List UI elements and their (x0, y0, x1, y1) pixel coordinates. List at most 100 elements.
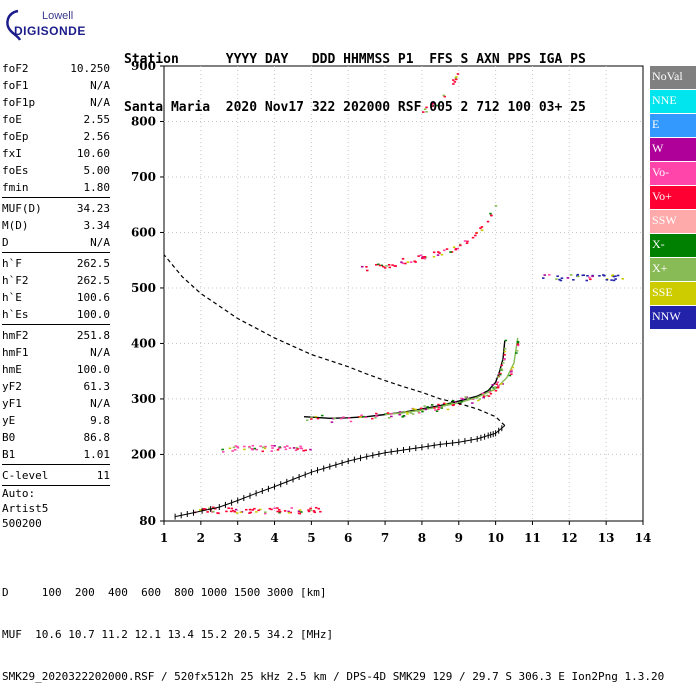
param-row: B0 86.8 (2, 429, 110, 446)
echo-point (542, 277, 545, 279)
echo-point (503, 358, 506, 361)
param-row: MUF(D) 34.23 (2, 200, 110, 217)
echo-point (233, 510, 237, 513)
echo-point (248, 445, 251, 448)
echo-point (361, 265, 364, 268)
param-value: 1.01 (83, 448, 111, 461)
y-tick-label: 700 (131, 170, 156, 184)
echo-point (511, 366, 515, 369)
echo-point (375, 412, 378, 415)
echo-point (516, 340, 520, 343)
echo-point (610, 279, 613, 281)
echo-point (423, 256, 426, 258)
echo-point (312, 510, 316, 512)
echo-point (510, 371, 513, 373)
echo-point (283, 446, 286, 448)
echo-point (471, 236, 475, 239)
echo-point (309, 509, 313, 512)
echo-point (560, 277, 564, 279)
param-label: B1 (2, 448, 16, 461)
y-tick-label: 900 (131, 59, 156, 73)
echo-point (435, 410, 439, 412)
y-tick-label: 800 (131, 114, 156, 128)
echo-point (250, 448, 254, 450)
echo-point (515, 350, 519, 352)
param-separator (2, 485, 110, 486)
echo-point (234, 508, 238, 511)
param-row: h`F2 262.5 (2, 272, 110, 289)
param-row: h`F 262.5 (2, 255, 110, 272)
param-row: fxI 10.60 (2, 145, 110, 162)
echo-point (270, 450, 273, 452)
echo-point (248, 446, 251, 449)
echo-point (437, 403, 440, 406)
echo-point (548, 274, 551, 276)
echo-point (492, 387, 495, 389)
param-row: hmE 100.0 (2, 361, 110, 378)
footer-muf-row: MUF 10.6 10.7 11.2 12.1 13.4 15.2 20.5 3… (2, 628, 334, 641)
echo-point (391, 264, 394, 266)
x-axis: 1 2 3 4 5 6 7 8 9 10 11 12 13 14 (160, 521, 651, 545)
x-tick-label: 3 (234, 531, 242, 545)
param-value: 9.8 (90, 414, 110, 427)
echo-point (349, 420, 353, 423)
echo-point (499, 372, 502, 375)
echo-point (230, 507, 234, 510)
echo-point (419, 254, 423, 257)
echo-point (232, 446, 236, 449)
echo-point (342, 416, 345, 418)
echo-point (417, 410, 420, 413)
echo-point (245, 508, 248, 511)
echo-point (424, 408, 427, 411)
echo-point (409, 412, 413, 414)
echo-point (284, 448, 288, 451)
echo-point (456, 73, 460, 75)
param-value: 61.3 (83, 380, 111, 393)
echo-point (253, 447, 256, 450)
echo-point (317, 507, 320, 510)
echo-point (454, 77, 458, 79)
x-tick-label: 5 (307, 531, 315, 545)
legend-item: NoVal (650, 66, 696, 89)
echo-point (314, 415, 318, 418)
logo-mark-icon (6, 9, 22, 41)
echo-point (236, 446, 240, 449)
scaled-parameters: foF2 10.250 foF1 N/A foF1p N/A foE 2.55 foEp 2.56… (2, 60, 110, 488)
echo-point (299, 445, 302, 448)
echo-point (378, 264, 382, 267)
echo-point (405, 411, 409, 414)
echo-point (393, 265, 396, 267)
echo-point (276, 507, 279, 509)
echo-point (423, 405, 426, 407)
echo-point (278, 510, 282, 513)
echo-point (359, 416, 362, 418)
param-value: 1.80 (83, 181, 111, 194)
echo-point (452, 246, 456, 248)
echo-point (225, 510, 228, 513)
echo-point (297, 510, 301, 512)
echo-point (316, 417, 320, 420)
echo-point (452, 404, 455, 406)
echo-point (283, 510, 287, 512)
legend-item: NNE (650, 90, 696, 113)
echo-point (516, 343, 520, 345)
echo-point (276, 449, 280, 451)
param-label: foE (2, 113, 22, 126)
echo-point (264, 511, 267, 513)
echo-point (385, 265, 388, 267)
echo-point (500, 364, 503, 367)
y-tick-label: 300 (131, 392, 156, 406)
echo-point (398, 411, 402, 413)
param-label: yF2 (2, 380, 22, 393)
param-label: yF1 (2, 397, 22, 410)
echo-point (471, 402, 474, 404)
echo-point (430, 404, 434, 406)
echo-point (493, 386, 497, 388)
echo-point (502, 362, 505, 364)
digisonde-logo: Lowell DIGISONDE (2, 8, 112, 44)
echo-point (508, 374, 512, 377)
echo-point (576, 273, 579, 276)
y-tick-label: 400 (131, 336, 156, 350)
y-tick-label: 200 (131, 447, 156, 461)
echo-point (382, 265, 385, 268)
